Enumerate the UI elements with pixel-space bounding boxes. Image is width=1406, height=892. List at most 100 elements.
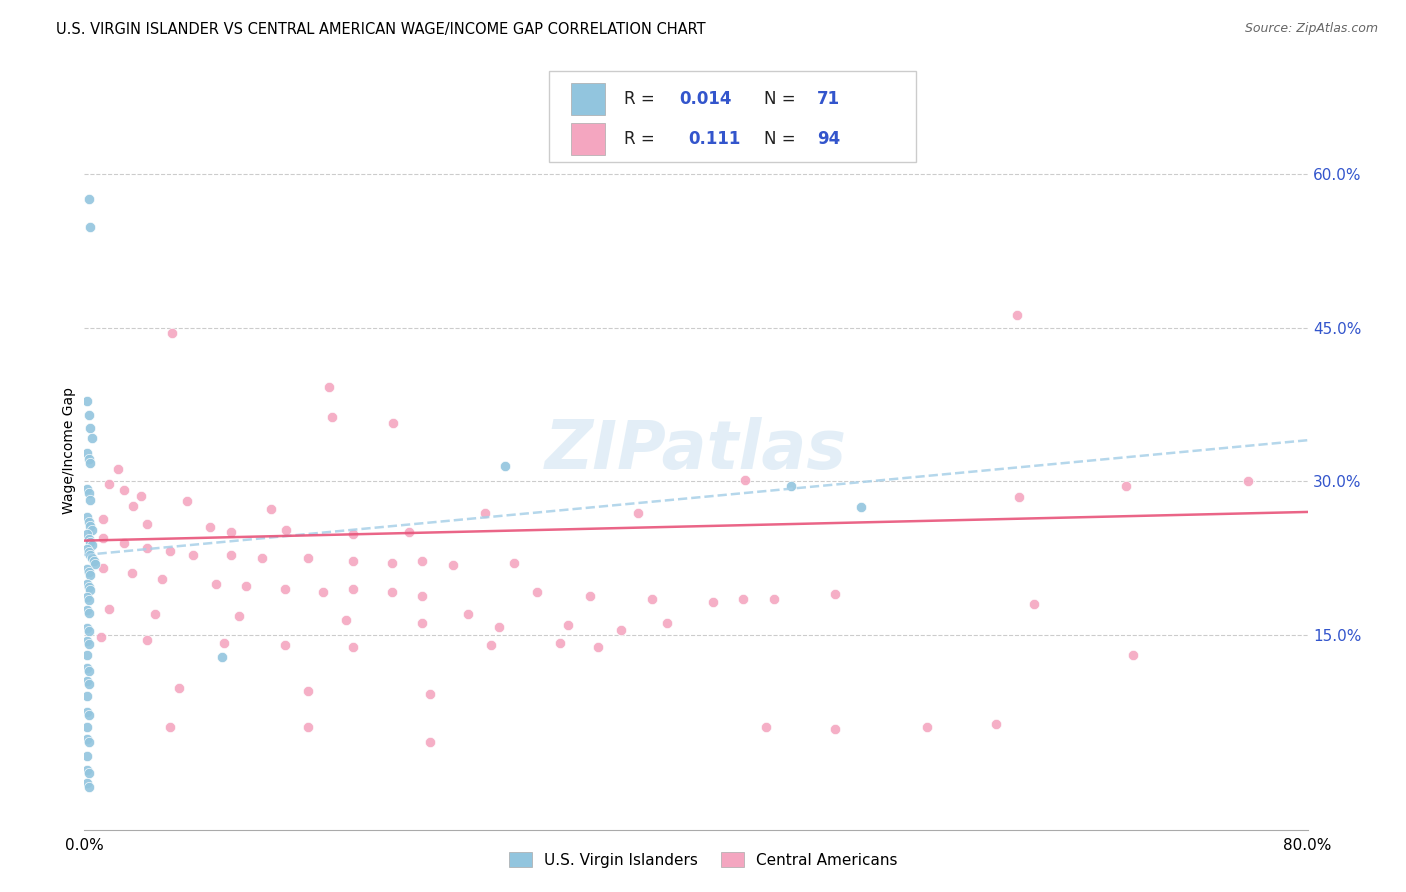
Point	[77, 664, 100, 678]
Point	[159, 720, 181, 734]
Point	[457, 607, 479, 622]
Point	[318, 380, 340, 394]
Point	[779, 479, 801, 493]
Point	[381, 585, 404, 599]
Point	[77, 677, 100, 691]
Point	[342, 527, 364, 541]
Point	[488, 620, 510, 634]
Point	[762, 592, 785, 607]
Point	[80, 538, 103, 552]
Point	[411, 589, 433, 603]
Point	[276, 524, 298, 538]
Text: N =: N =	[765, 90, 801, 108]
Point	[160, 326, 183, 340]
Point	[76, 763, 98, 777]
Point	[228, 609, 250, 624]
Point	[90, 630, 112, 644]
Point	[297, 720, 319, 734]
Point	[76, 690, 98, 704]
Point	[76, 445, 98, 459]
Point	[77, 580, 100, 594]
Point	[474, 506, 496, 520]
Point	[77, 593, 100, 607]
Text: R =: R =	[624, 90, 659, 108]
Point	[342, 582, 364, 596]
Point	[321, 409, 343, 424]
Point	[79, 220, 101, 235]
Point	[107, 462, 129, 476]
Point	[76, 483, 98, 497]
Text: ZIPatlas: ZIPatlas	[546, 417, 846, 483]
Point	[84, 557, 107, 572]
Point	[77, 607, 100, 621]
Text: 0.111: 0.111	[689, 130, 741, 148]
Point	[91, 561, 114, 575]
Bar	[571, 83, 606, 114]
Point	[297, 684, 319, 698]
Point	[640, 592, 662, 607]
Point	[79, 582, 101, 597]
Point	[335, 613, 357, 627]
Point	[91, 531, 114, 545]
Text: U.S. VIRGIN ISLANDER VS CENTRAL AMERICAN WAGE/INCOME GAP CORRELATION CHART: U.S. VIRGIN ISLANDER VS CENTRAL AMERICAN…	[56, 22, 706, 37]
Point	[1005, 308, 1028, 322]
Point	[76, 634, 98, 648]
Point	[76, 527, 98, 541]
Point	[76, 776, 98, 790]
Point	[76, 720, 98, 734]
Y-axis label: Wage/Income Gap: Wage/Income Gap	[62, 387, 76, 514]
Point	[76, 648, 98, 663]
Point	[297, 551, 319, 566]
Point	[411, 615, 433, 630]
Point	[211, 650, 233, 665]
Point	[557, 617, 579, 632]
Point	[80, 551, 103, 566]
Point	[76, 394, 98, 409]
Point	[77, 545, 100, 559]
Point	[77, 624, 100, 638]
Point	[77, 193, 100, 207]
Point	[441, 558, 464, 573]
Point	[77, 766, 100, 780]
Point	[76, 661, 98, 675]
Point	[77, 451, 100, 466]
Point	[136, 633, 159, 648]
Point	[76, 621, 98, 635]
Point	[80, 431, 103, 445]
Point	[548, 636, 571, 650]
Text: R =: R =	[624, 130, 665, 148]
Text: 0.014: 0.014	[679, 90, 731, 108]
Point	[136, 541, 159, 555]
Point	[79, 548, 101, 562]
Point	[824, 722, 846, 736]
Bar	[550, 71, 917, 162]
Point	[984, 717, 1007, 731]
Point	[79, 568, 101, 582]
Point	[219, 525, 242, 540]
Point	[76, 748, 98, 763]
Point	[129, 489, 152, 503]
Point	[342, 640, 364, 655]
Point	[849, 500, 872, 514]
Point	[77, 735, 100, 749]
Point	[143, 607, 166, 622]
Point	[419, 687, 441, 701]
Point	[755, 720, 778, 734]
Point	[77, 566, 100, 580]
Point	[494, 458, 516, 473]
Point	[176, 493, 198, 508]
Point	[112, 483, 135, 498]
Point	[76, 576, 98, 591]
Point	[235, 579, 257, 593]
Point	[419, 735, 441, 749]
Point	[312, 585, 335, 599]
Point	[398, 525, 420, 540]
Text: Source: ZipAtlas.com: Source: ZipAtlas.com	[1244, 22, 1378, 36]
Point	[382, 416, 405, 430]
Point	[121, 566, 143, 581]
Point	[77, 780, 100, 794]
Point	[79, 456, 101, 470]
Point	[76, 510, 98, 524]
Point	[150, 572, 173, 586]
Point	[97, 477, 120, 491]
